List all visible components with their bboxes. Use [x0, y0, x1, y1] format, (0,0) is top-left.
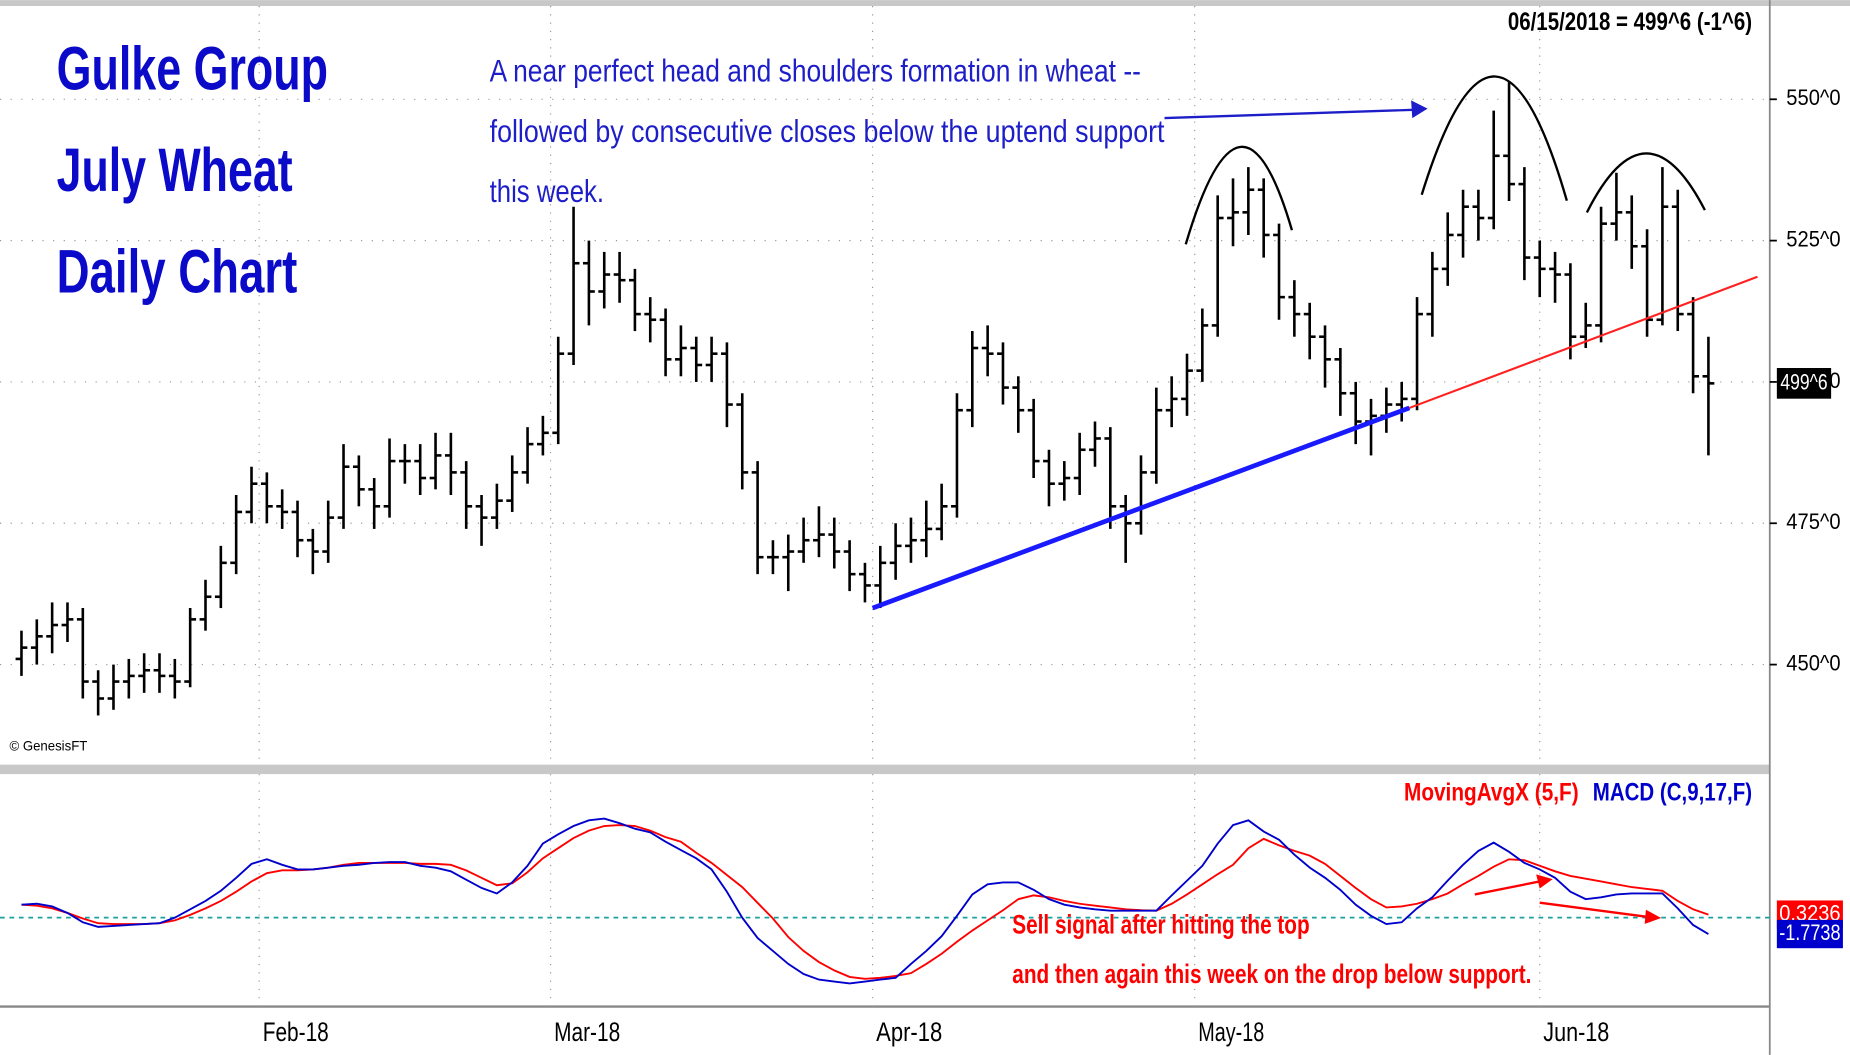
- y-tick-label: 525^0: [1786, 227, 1840, 252]
- y-tick-label: 550^0: [1786, 85, 1840, 110]
- x-tick-label: Mar-18: [554, 1016, 620, 1047]
- title-line: July Wheat: [57, 136, 293, 205]
- head-arc: [1420, 75, 1568, 202]
- arrow: [1164, 108, 1414, 120]
- trendline: [871, 405, 1411, 611]
- series-line: [21, 817, 1709, 985]
- shoulder-arc: [1585, 152, 1706, 214]
- credit: © GenesisFT: [9, 738, 87, 754]
- legend-entry: MACD (C,9,17,F): [1593, 780, 1752, 807]
- header: 06/15/2018 = 499^6 (-1^6): [1508, 9, 1752, 36]
- last-price-box: [1776, 368, 1832, 399]
- panel-separator: [0, 764, 1770, 775]
- y-tick-label: 450^0: [1786, 651, 1840, 676]
- end-label: -1.7738: [1779, 920, 1840, 945]
- last-price-label: 499^6: [1780, 369, 1827, 394]
- arrow: [1539, 901, 1648, 919]
- note: and then again this week on the drop bel…: [1012, 958, 1531, 989]
- x-tick-label: May-18: [1198, 1016, 1264, 1047]
- top-border: [0, 0, 1850, 7]
- title-line: Gulke Group: [57, 34, 328, 103]
- annotation: A near perfect head and shoulders format…: [490, 53, 1141, 89]
- y-tick-label: 475^0: [1786, 509, 1840, 534]
- title-line: Daily Chart: [57, 237, 298, 306]
- annotation: this week.: [490, 173, 604, 209]
- x-tick-label: Apr-18: [876, 1016, 942, 1047]
- shoulder-arc: [1184, 145, 1294, 245]
- x-tick-label: Feb-18: [263, 1016, 329, 1047]
- legend-entry: MovingAvgX (5,F): [1404, 780, 1579, 807]
- arrow-head: [1536, 874, 1553, 889]
- trendline: [1409, 275, 1758, 409]
- annotation: followed by consecutive closes below the…: [490, 113, 1165, 149]
- note: Sell signal after hitting the top: [1012, 908, 1309, 939]
- arrow-head: [1411, 100, 1428, 119]
- end-label-box: [1776, 919, 1843, 949]
- arrow-head: [1644, 909, 1662, 924]
- x-tick-label: Jun-18: [1543, 1016, 1609, 1047]
- plot: Feb-18 Mar-18 Apr-18 May-18 Jun-18 450^0 475^0…: [0, 6, 1843, 1047]
- arrow: [1474, 880, 1540, 896]
